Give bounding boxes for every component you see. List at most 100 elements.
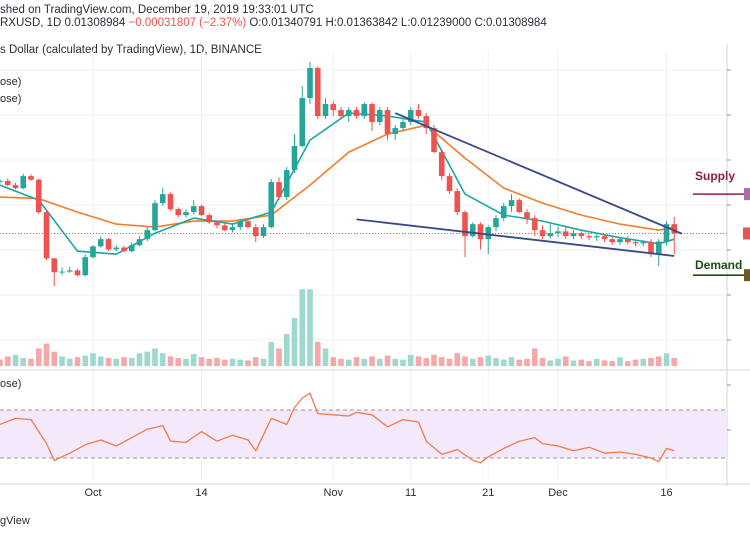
volume-bar bbox=[555, 358, 561, 366]
candle-body bbox=[121, 247, 127, 252]
candle-body bbox=[593, 236, 600, 238]
volume-bar bbox=[369, 356, 375, 366]
candle-body bbox=[152, 203, 158, 231]
x-tick-label: 14 bbox=[195, 487, 208, 499]
candle-body bbox=[508, 200, 515, 207]
ma-slow-line bbox=[0, 124, 675, 231]
volume-bar bbox=[167, 356, 174, 366]
last-price-marker bbox=[743, 227, 750, 240]
candle-body bbox=[369, 104, 375, 123]
volume-bar bbox=[237, 359, 244, 366]
candle-body bbox=[454, 191, 461, 213]
candle-body bbox=[198, 206, 205, 216]
candle-body bbox=[291, 146, 298, 171]
candle-body bbox=[260, 227, 267, 237]
rsi-legend: ose) bbox=[0, 378, 22, 390]
candle-body bbox=[190, 206, 197, 213]
candle-body bbox=[51, 258, 58, 273]
candle-body bbox=[35, 179, 42, 213]
volume-bar bbox=[477, 357, 484, 366]
volume-bar bbox=[105, 358, 112, 366]
candle-body bbox=[384, 110, 391, 135]
candle-body bbox=[415, 110, 422, 117]
volume-bar bbox=[28, 358, 34, 366]
volume-bar bbox=[190, 354, 197, 366]
candle-body bbox=[539, 230, 546, 237]
volume-bar bbox=[175, 358, 182, 366]
volume-bar bbox=[307, 289, 313, 366]
volume-bar bbox=[438, 357, 445, 366]
volume-bar bbox=[524, 358, 530, 366]
candle-body bbox=[431, 128, 437, 153]
volume-bar bbox=[0, 359, 3, 366]
candle-body bbox=[105, 239, 112, 250]
candle-body bbox=[609, 239, 616, 243]
candle-body bbox=[229, 227, 236, 231]
candle-body bbox=[361, 104, 368, 117]
candle-body bbox=[276, 182, 282, 198]
volume-bar bbox=[283, 334, 290, 366]
candle-body bbox=[446, 176, 453, 192]
x-tick-label: 16 bbox=[660, 487, 673, 499]
x-tick-label: Nov bbox=[323, 487, 344, 499]
candle-body bbox=[113, 247, 120, 250]
candle-body bbox=[12, 185, 19, 189]
upper-trendline bbox=[394, 112, 683, 235]
candle-body bbox=[221, 225, 228, 231]
candle-body bbox=[462, 212, 468, 237]
volume-bar bbox=[97, 356, 104, 366]
volume-bar bbox=[136, 353, 143, 366]
symbol-info-line: shed on TradingView.com, December 19, 20… bbox=[0, 4, 314, 16]
volume-bar bbox=[51, 351, 58, 366]
candle-body bbox=[601, 236, 608, 240]
candle-body bbox=[562, 231, 569, 237]
volume-bar bbox=[640, 358, 647, 366]
candle-body bbox=[663, 224, 670, 242]
candle-body bbox=[268, 182, 275, 228]
volume-bar bbox=[671, 358, 678, 366]
volume-bar bbox=[90, 353, 96, 366]
volume-bar bbox=[407, 354, 414, 366]
volume-bar bbox=[423, 358, 430, 366]
candle-body bbox=[66, 270, 73, 272]
volume-bar bbox=[20, 358, 27, 366]
candle-body bbox=[438, 152, 445, 177]
volume-bar bbox=[276, 348, 282, 366]
candle-body bbox=[578, 233, 585, 237]
candle-body bbox=[136, 239, 143, 246]
candle-body bbox=[307, 68, 313, 99]
candle-body bbox=[82, 257, 89, 276]
candle-body bbox=[183, 212, 189, 216]
demand-label: Demand bbox=[695, 258, 743, 272]
volume-bar bbox=[609, 361, 616, 366]
symbol-price: RXUSD, 1D 0.01308984 bbox=[0, 17, 126, 29]
volume-bar bbox=[655, 356, 662, 366]
candle-body bbox=[97, 239, 104, 247]
candle-body bbox=[283, 170, 290, 198]
candle-body bbox=[485, 227, 492, 240]
volume-bar bbox=[454, 353, 461, 366]
volume-bar bbox=[322, 348, 329, 366]
volume-bar bbox=[539, 358, 546, 366]
volume-bar bbox=[353, 357, 360, 366]
volume-bar bbox=[531, 348, 538, 366]
volume-bar bbox=[586, 361, 592, 366]
candle-body bbox=[493, 218, 499, 228]
candle-body bbox=[469, 224, 476, 237]
candle-body bbox=[624, 239, 631, 243]
candle-body bbox=[59, 271, 65, 273]
candle-body bbox=[314, 68, 321, 117]
candle-body bbox=[175, 209, 182, 216]
candle-body bbox=[500, 206, 507, 219]
volume-bar bbox=[578, 359, 585, 366]
volume-bar bbox=[128, 358, 135, 366]
volume-bar bbox=[392, 358, 399, 366]
volume-bar bbox=[547, 360, 554, 366]
volume-bar bbox=[260, 358, 267, 366]
volume-bar bbox=[183, 358, 189, 366]
candle-body bbox=[43, 212, 50, 259]
candle-body bbox=[632, 242, 639, 244]
volume-bar bbox=[113, 358, 120, 366]
volume-bar bbox=[485, 355, 492, 366]
